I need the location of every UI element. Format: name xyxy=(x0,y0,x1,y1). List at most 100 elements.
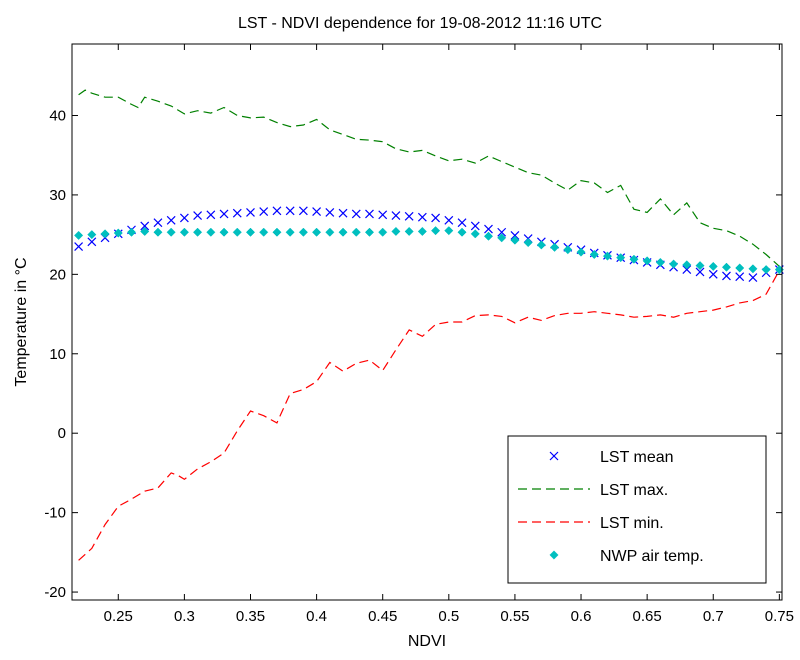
data-point-diamond-marker xyxy=(259,227,269,237)
x-tick-label: 0.65 xyxy=(633,608,662,625)
marker-stroke xyxy=(232,208,242,218)
legend: LST mean LST max. LST min. NWP air temp. xyxy=(507,435,767,584)
marker-stroke xyxy=(312,207,322,217)
legend-item: NWP air temp. xyxy=(549,548,704,565)
data-point-diamond-marker xyxy=(206,227,216,237)
data-point-diamond-marker xyxy=(338,227,348,237)
series-layer xyxy=(74,89,784,561)
marker-stroke xyxy=(140,221,150,231)
data-point-diamond-marker xyxy=(444,226,454,236)
x-tick-label: 0.35 xyxy=(236,608,265,625)
data-point-x-marker xyxy=(325,207,335,217)
data-point-x-marker xyxy=(695,267,705,277)
y-axis-ticks: -20 -10 0 10 20 30 40 xyxy=(44,107,782,601)
marker-stroke xyxy=(708,269,718,279)
data-point-diamond-marker xyxy=(298,227,308,237)
marker-stroke xyxy=(219,209,229,219)
data-point-diamond-marker xyxy=(153,227,163,237)
data-point-diamond-marker xyxy=(510,235,520,245)
data-point-x-marker xyxy=(166,215,176,225)
y-tick-label: 20 xyxy=(49,266,66,283)
data-point-diamond-marker xyxy=(616,253,626,263)
plot-frame xyxy=(71,43,783,601)
data-point-diamond-marker xyxy=(74,230,84,240)
marker-stroke xyxy=(549,451,559,461)
marker-stroke xyxy=(722,271,731,281)
x-tick-label: 0.3 xyxy=(174,608,195,625)
data-point-diamond-marker xyxy=(457,227,467,237)
data-point-x-marker xyxy=(312,207,322,217)
data-point-x-marker xyxy=(153,218,163,228)
marker-stroke xyxy=(497,227,507,237)
marker-stroke xyxy=(87,237,97,247)
x-tick-label: 0.7 xyxy=(703,608,724,625)
marker-stroke xyxy=(351,209,361,219)
data-point-diamond-marker xyxy=(655,257,665,267)
data-point-diamond-marker xyxy=(312,227,322,237)
data-point-x-marker xyxy=(457,218,467,228)
marker-stroke xyxy=(74,242,84,251)
data-point-diamond-marker xyxy=(113,228,123,238)
data-point-x-marker xyxy=(708,269,718,279)
data-point-diamond-marker xyxy=(87,230,97,240)
legend-box xyxy=(507,435,767,584)
marker-stroke xyxy=(735,272,745,282)
data-point-x-marker xyxy=(259,207,269,217)
marker-stroke xyxy=(444,215,454,225)
data-point-diamond-marker xyxy=(351,227,361,237)
data-point-diamond-marker xyxy=(179,227,189,237)
data-point-diamond-marker xyxy=(642,256,652,266)
legend-item: LST max. xyxy=(518,482,668,499)
legend-label: LST min. xyxy=(600,515,664,532)
data-point-x-marker xyxy=(179,213,189,223)
data-point-diamond-marker xyxy=(589,249,599,260)
series-line xyxy=(78,89,780,267)
legend-label: LST mean xyxy=(600,449,674,466)
data-point-diamond-marker xyxy=(391,226,401,237)
legend-label: NWP air temp. xyxy=(600,548,704,565)
x-tick-label: 0.55 xyxy=(500,608,529,625)
legend-item: LST mean xyxy=(549,449,674,466)
data-point-diamond-marker xyxy=(364,227,375,237)
marker-stroke xyxy=(404,211,414,221)
data-point-x-marker xyxy=(285,206,295,216)
data-point-x-marker xyxy=(470,221,480,231)
x-tick-label: 0.5 xyxy=(438,608,459,625)
data-point-x-marker xyxy=(206,210,216,220)
legend-swatch-diamond-marker xyxy=(549,550,559,560)
data-point-x-marker xyxy=(391,211,401,220)
legend-item: LST min. xyxy=(518,515,664,532)
data-point-x-marker xyxy=(219,209,229,219)
data-point-x-marker xyxy=(272,206,282,216)
x-axis-label: NDVI xyxy=(408,633,446,650)
marker-stroke xyxy=(365,209,374,219)
data-point-x-marker xyxy=(246,207,255,217)
data-point-diamond-marker xyxy=(536,240,546,250)
data-point-diamond-marker xyxy=(417,226,427,237)
data-point-diamond-marker xyxy=(550,242,560,252)
marker-stroke xyxy=(153,218,163,228)
data-point-x-marker xyxy=(87,237,97,247)
marker-stroke xyxy=(457,218,467,228)
data-point-diamond-marker xyxy=(761,265,771,275)
data-point-diamond-marker xyxy=(695,261,705,271)
legend-swatch-x-marker xyxy=(549,451,559,461)
data-point-diamond-marker xyxy=(470,229,480,239)
data-point-x-marker xyxy=(298,206,308,216)
data-point-diamond-marker xyxy=(748,264,758,274)
marker-stroke xyxy=(682,265,692,275)
data-point-diamond-marker xyxy=(166,227,176,237)
x-tick-label: 0.75 xyxy=(765,608,794,625)
chart-title: LST - NDVI dependence for 19-08-2012 11:… xyxy=(238,15,602,32)
data-point-x-marker xyxy=(444,215,454,225)
data-point-x-marker xyxy=(404,211,414,221)
y-axis-label: Temperature in °C xyxy=(13,257,30,386)
data-point-x-marker xyxy=(484,224,493,234)
data-point-diamond-marker xyxy=(523,238,533,248)
data-point-diamond-marker xyxy=(193,227,203,237)
data-point-diamond-marker xyxy=(721,262,732,272)
series-line xyxy=(78,270,780,561)
data-point-diamond-marker xyxy=(483,231,494,241)
data-point-diamond-marker xyxy=(140,226,150,237)
x-tick-label: 0.6 xyxy=(571,608,592,625)
